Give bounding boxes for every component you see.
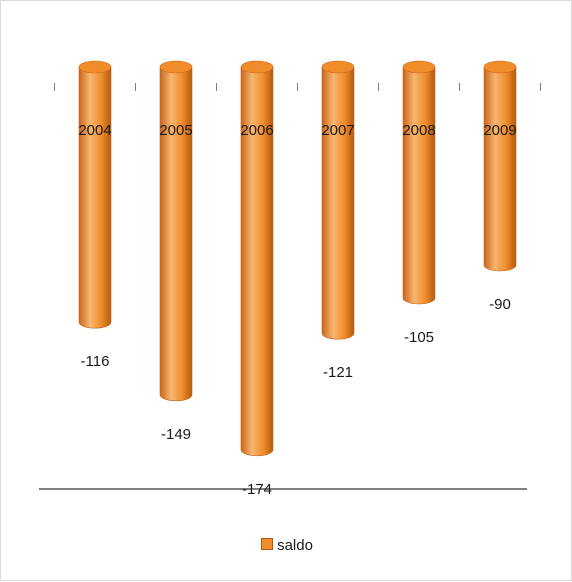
data-label: -116	[81, 353, 110, 370]
data-label: -121	[323, 364, 353, 381]
bar-cap	[240, 60, 274, 74]
category-label: 2004	[78, 122, 111, 139]
bar-body	[240, 66, 274, 457]
data-label: -90	[489, 296, 511, 313]
bar-cap	[321, 60, 355, 74]
category-label: 2009	[483, 122, 516, 139]
bar-cap	[483, 60, 517, 74]
bar-2006	[240, 60, 274, 457]
category-label: 2007	[321, 122, 354, 139]
bar-2005	[159, 60, 193, 402]
category-label: 2005	[159, 122, 192, 139]
bar-body	[402, 66, 436, 305]
bar-2007	[321, 60, 355, 340]
bar-body	[78, 66, 112, 329]
data-label: -174	[242, 481, 272, 498]
bar-2009	[483, 60, 517, 272]
legend: saldo	[1, 537, 572, 554]
category-label: 2006	[240, 122, 273, 139]
legend-swatch-saldo	[261, 538, 274, 550]
data-label: -105	[404, 329, 434, 346]
bar-2008	[402, 60, 436, 305]
bar-cap	[402, 60, 436, 74]
bar-body	[321, 66, 355, 340]
legend-label-saldo: saldo	[277, 537, 313, 554]
data-label: -149	[161, 426, 191, 443]
bar-2004	[78, 60, 112, 329]
bar-cap	[159, 60, 193, 74]
category-label: 2008	[402, 122, 435, 139]
bar-cap	[78, 60, 112, 74]
bar-body	[159, 66, 193, 402]
bar-body	[483, 66, 517, 272]
